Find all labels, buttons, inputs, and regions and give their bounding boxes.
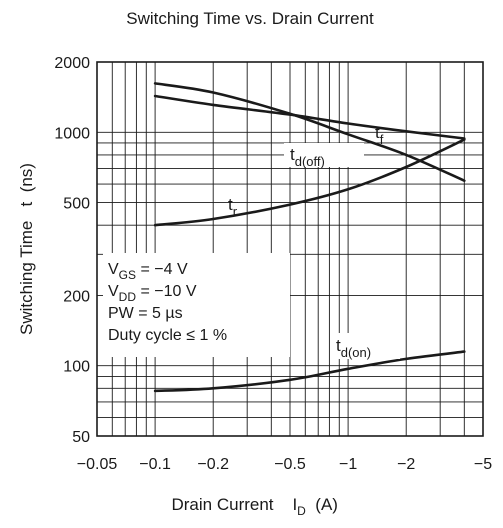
x-axis-label-unit: (A) xyxy=(315,495,338,514)
series-label-bg xyxy=(284,143,364,167)
x-tick-label: −1 xyxy=(339,456,357,473)
x-axis-label-symbol: I xyxy=(292,495,297,514)
y-tick-label: 200 xyxy=(63,288,90,305)
series-label-tr: tr xyxy=(228,195,238,219)
condition-line: VGS = −4 V xyxy=(108,261,188,282)
y-tick-label: 100 xyxy=(63,359,90,376)
x-axis-label-gap xyxy=(274,495,293,514)
x-axis-label-subscript: D xyxy=(297,504,306,518)
plot-frame xyxy=(96,61,484,437)
x-tick-label: −0.1 xyxy=(139,456,171,473)
series-line-tdon xyxy=(153,350,466,393)
y-tick-label: 50 xyxy=(72,429,90,446)
x-axis-label-unit-gap xyxy=(306,495,315,514)
x-tick-label: −0.05 xyxy=(77,456,118,473)
x-tick-label: −0.2 xyxy=(197,456,229,473)
series-label-tf: tf xyxy=(375,123,384,147)
series-label-bg xyxy=(330,333,400,359)
series-line-tdoff xyxy=(153,82,466,182)
series-line-tr xyxy=(153,138,466,227)
condition-line: PW = 5 µs xyxy=(108,305,183,322)
series-group xyxy=(153,82,466,393)
grid-lines xyxy=(97,62,483,436)
y-tick-label: 2000 xyxy=(54,55,90,72)
x-tick-label: −2 xyxy=(397,456,415,473)
x-tick-label: −0.5 xyxy=(274,456,306,473)
x-tick-label: −5 xyxy=(474,456,492,473)
condition-line: VDD = −10 V xyxy=(108,283,197,304)
series-label-tdoff: td(off) xyxy=(290,145,325,169)
y-tick-label: 500 xyxy=(63,196,90,213)
series-label-tdon: td(on) xyxy=(336,336,371,360)
y-tick-label: 1000 xyxy=(54,125,90,142)
y-axis-label: Switching Time t (ns) xyxy=(17,163,36,335)
chart-title: Switching Time vs. Drain Current xyxy=(126,9,374,28)
condition-line: Duty cycle ≤ 1 % xyxy=(108,327,227,344)
conditions-box xyxy=(103,253,290,357)
x-axis-label-text: Drain Current xyxy=(171,495,273,514)
series-line-tf xyxy=(153,94,466,140)
x-axis-label: Drain Current ID (A) xyxy=(148,495,352,518)
tick-labels: −0.05 −0.1 −0.2 −0.5 −1 −2 −5 50 100 200 500 1000 20… xyxy=(54,55,492,473)
